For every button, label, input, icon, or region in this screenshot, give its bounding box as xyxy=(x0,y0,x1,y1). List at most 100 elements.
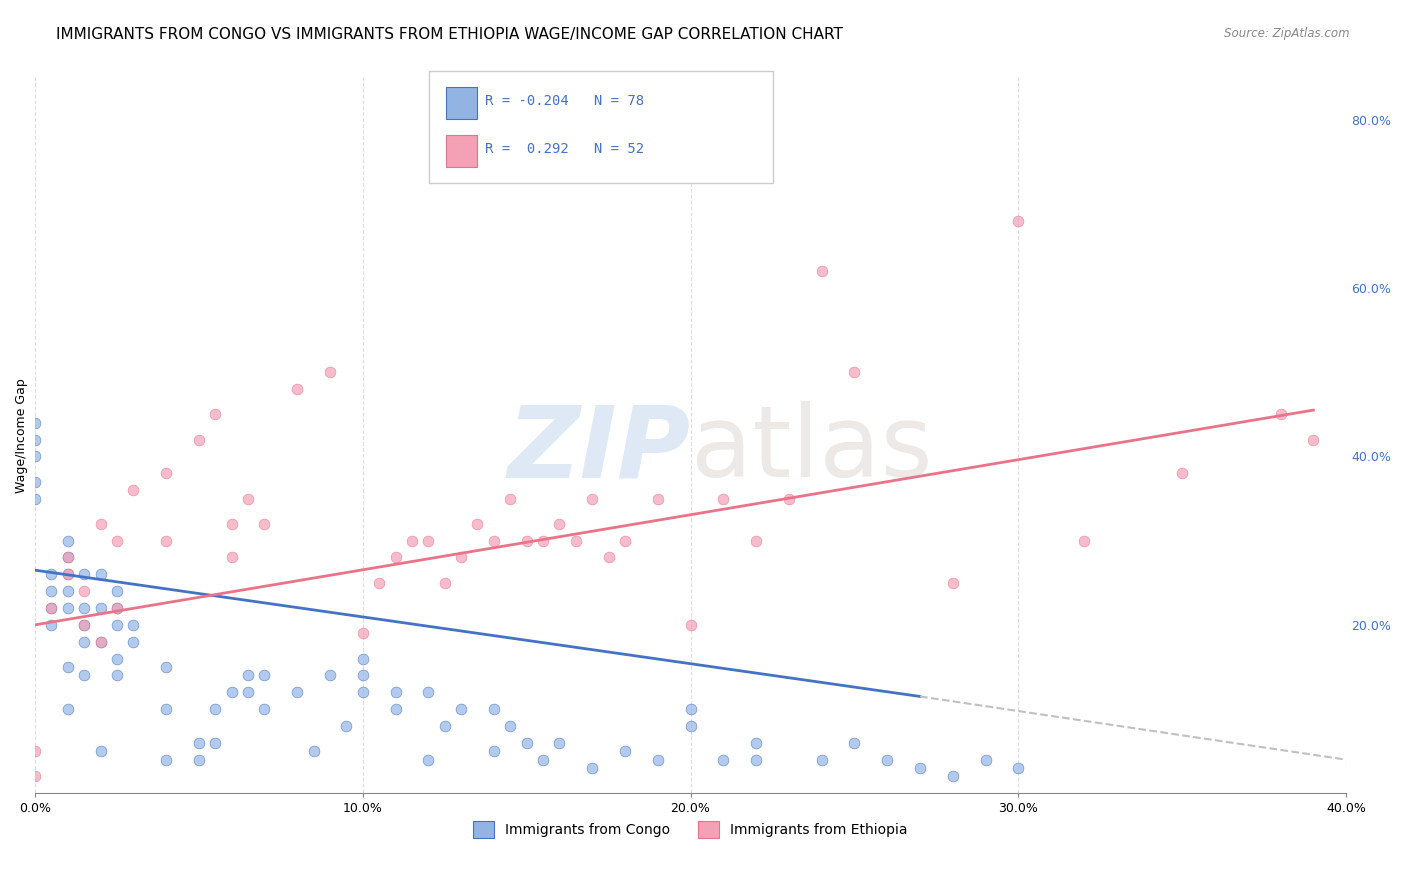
Point xyxy=(418,753,440,767)
Point xyxy=(187,753,209,767)
Point xyxy=(482,533,505,548)
Point xyxy=(24,475,46,489)
Point xyxy=(679,618,702,632)
Point xyxy=(89,567,111,582)
Point xyxy=(876,753,898,767)
Point xyxy=(105,584,128,599)
Text: IMMIGRANTS FROM CONGO VS IMMIGRANTS FROM ETHIOPIA WAGE/INCOME GAP CORRELATION CH: IMMIGRANTS FROM CONGO VS IMMIGRANTS FROM… xyxy=(56,27,844,42)
Point xyxy=(499,719,522,733)
Point xyxy=(942,575,965,590)
Point xyxy=(73,567,96,582)
Point xyxy=(942,769,965,783)
Point xyxy=(155,533,177,548)
Point xyxy=(56,550,79,565)
Point xyxy=(810,753,832,767)
Point xyxy=(614,533,637,548)
Point xyxy=(352,651,374,665)
Point xyxy=(844,365,866,379)
Point xyxy=(614,744,637,758)
Point xyxy=(24,769,46,783)
Point xyxy=(56,601,79,615)
Point xyxy=(778,491,800,506)
Point xyxy=(253,702,276,716)
Point xyxy=(105,668,128,682)
Text: R = -0.204   N = 78: R = -0.204 N = 78 xyxy=(485,94,644,108)
Point xyxy=(24,433,46,447)
Point xyxy=(450,702,472,716)
Point xyxy=(581,761,603,775)
Point xyxy=(548,736,571,750)
Point xyxy=(105,601,128,615)
Point xyxy=(105,601,128,615)
Point xyxy=(253,516,276,531)
Point xyxy=(302,744,325,758)
Point xyxy=(56,533,79,548)
Point xyxy=(844,736,866,750)
Point xyxy=(433,575,456,590)
Legend: Immigrants from Congo, Immigrants from Ethiopia: Immigrants from Congo, Immigrants from E… xyxy=(468,815,914,844)
Point xyxy=(204,407,226,421)
Point xyxy=(41,618,63,632)
Point xyxy=(56,660,79,674)
Point xyxy=(24,744,46,758)
Point xyxy=(73,584,96,599)
Point xyxy=(647,753,669,767)
Point xyxy=(24,491,46,506)
Point xyxy=(908,761,931,775)
Point xyxy=(467,516,489,531)
Text: R =  0.292   N = 52: R = 0.292 N = 52 xyxy=(485,142,644,156)
Point xyxy=(221,516,243,531)
Point xyxy=(56,584,79,599)
Point xyxy=(56,702,79,716)
Point xyxy=(1073,533,1095,548)
Point xyxy=(647,491,669,506)
Point xyxy=(122,618,145,632)
Point xyxy=(41,584,63,599)
Point xyxy=(482,702,505,716)
Point xyxy=(105,651,128,665)
Point xyxy=(204,702,226,716)
Point xyxy=(155,467,177,481)
Point xyxy=(56,567,79,582)
Point xyxy=(352,626,374,640)
Point xyxy=(745,533,768,548)
Point xyxy=(581,491,603,506)
Point xyxy=(450,550,472,565)
Point xyxy=(565,533,588,548)
Point xyxy=(319,365,342,379)
Point xyxy=(1302,433,1324,447)
Point xyxy=(401,533,423,548)
Point xyxy=(531,533,554,548)
Point xyxy=(24,416,46,430)
Point xyxy=(679,719,702,733)
Point xyxy=(41,567,63,582)
Point xyxy=(745,753,768,767)
Point xyxy=(105,533,128,548)
Point xyxy=(56,550,79,565)
Point xyxy=(384,702,406,716)
Point xyxy=(236,491,259,506)
Point xyxy=(516,533,538,548)
Point xyxy=(89,601,111,615)
Point xyxy=(89,634,111,648)
Point xyxy=(285,382,308,396)
Point xyxy=(105,618,128,632)
Point xyxy=(548,516,571,531)
Point xyxy=(433,719,456,733)
Point xyxy=(155,702,177,716)
Point xyxy=(285,685,308,699)
Point xyxy=(253,668,276,682)
Point xyxy=(598,550,620,565)
Point xyxy=(418,533,440,548)
Point xyxy=(974,753,997,767)
Point xyxy=(73,634,96,648)
Point xyxy=(352,685,374,699)
Point xyxy=(73,618,96,632)
Point xyxy=(384,550,406,565)
Point xyxy=(187,433,209,447)
Point xyxy=(236,685,259,699)
Point xyxy=(679,702,702,716)
Point xyxy=(73,668,96,682)
Point xyxy=(516,736,538,750)
Point xyxy=(187,736,209,750)
